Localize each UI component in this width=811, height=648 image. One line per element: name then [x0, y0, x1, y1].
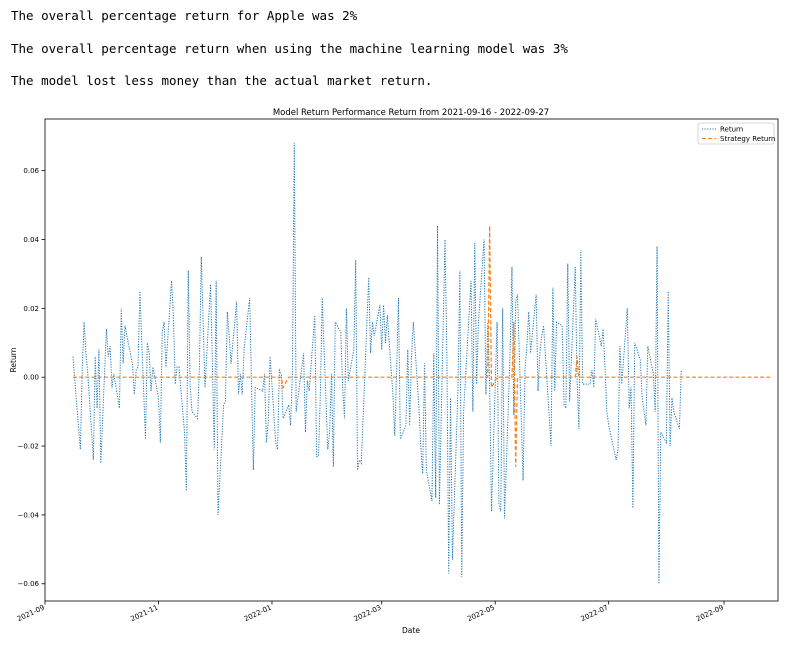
x-tick-label: 2022-09	[695, 604, 725, 624]
plot-frame	[44, 118, 779, 602]
y-tick-label: 0.06	[23, 167, 39, 175]
y-tick-label: 0.00	[23, 374, 39, 382]
y-tick-label: −0.04	[18, 511, 40, 519]
output-line-conclusion: The model lost less money than the actua…	[11, 73, 433, 88]
y-tick-label: 0.02	[23, 305, 39, 313]
legend-entry: Return	[720, 125, 743, 133]
output-line-apple-return: The overall percentage return for Apple …	[11, 8, 358, 23]
y-tick-label: −0.06	[18, 580, 40, 588]
output-line-model-return: The overall percentage return when using…	[11, 41, 568, 56]
legend: Return Strategy Return	[697, 122, 775, 145]
series-line-return	[72, 143, 682, 584]
series-line-strategy-return	[72, 225, 773, 467]
x-tick-label: 2022-03	[353, 604, 383, 624]
series-layer	[72, 143, 773, 584]
y-tick-label: 0.04	[23, 236, 39, 244]
y-axis-ticks: −0.06 −0.04 −0.02 0.00 0.02 0.04 0.06	[18, 167, 45, 588]
x-tick-label: 2022-07	[580, 604, 610, 624]
x-axis-label: Date	[402, 626, 420, 635]
x-tick-label: 2022-05	[466, 604, 496, 624]
x-tick-label: 2021-11	[129, 604, 159, 624]
chart-title: Model Return Performance Return from 202…	[273, 108, 549, 118]
x-axis-ticks: 2021-09 2021-11 2022-01 2022-03 2022-05 2022-…	[16, 601, 725, 623]
legend-entry: Strategy Return	[720, 135, 775, 143]
x-tick-label: 2021-09	[16, 604, 46, 624]
x-tick-label: 2022-01	[243, 604, 273, 624]
return-chart: Model Return Performance Return from 202…	[9, 108, 779, 635]
legend-box	[697, 122, 775, 145]
y-tick-label: −0.02	[18, 442, 39, 450]
y-axis-label: Return	[9, 347, 18, 372]
